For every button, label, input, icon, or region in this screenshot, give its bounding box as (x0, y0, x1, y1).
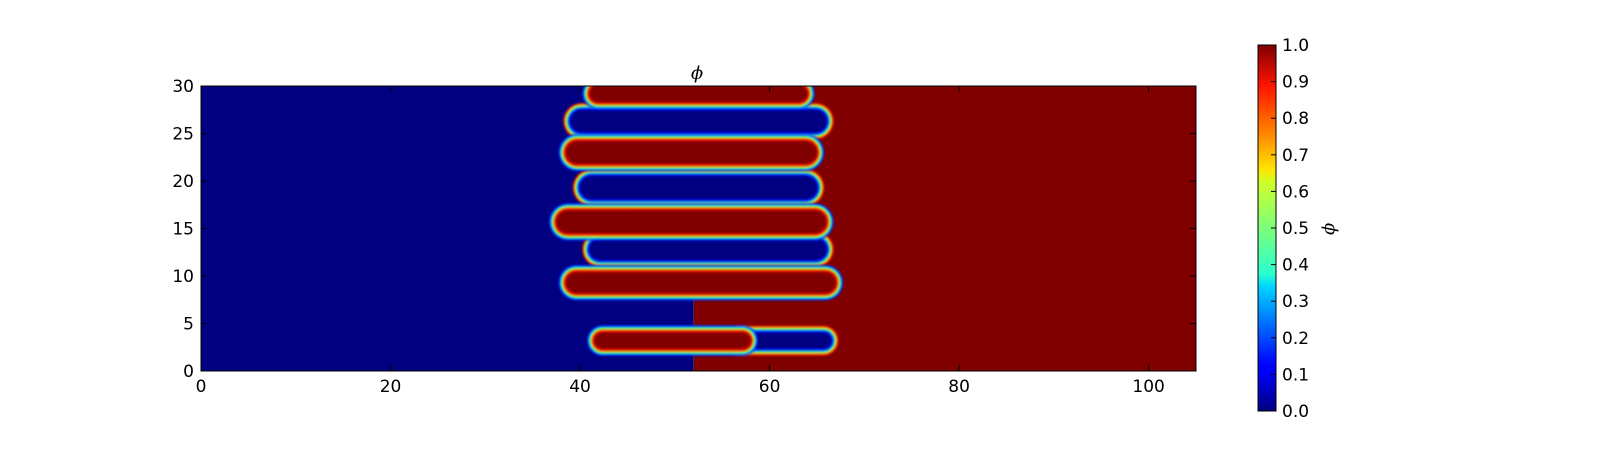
finger-phi-1-2 (549, 203, 834, 241)
y-tick-label: 5 (183, 315, 194, 335)
finger-phi-0-1 (573, 169, 824, 207)
y-tick-label: 20 (172, 172, 194, 192)
heatmap-field (201, 86, 1196, 371)
colorbar-tick-label: 0.2 (1282, 329, 1309, 349)
colorbar-tick-label: 1.0 (1282, 36, 1309, 56)
y-axis-ticks: 0 5 10 15 20 25 30 (172, 77, 1196, 382)
x-tick-label: 20 (380, 377, 402, 397)
colorbar-tick-label: 0.4 (1282, 256, 1309, 276)
y-tick-label: 0 (183, 362, 194, 382)
finger-phi-1-0 (582, 86, 815, 110)
x-tick-label: 40 (569, 377, 591, 397)
y-tick-label: 10 (172, 267, 194, 287)
colorbar-tick-label: 0.9 (1282, 73, 1309, 93)
colorbar-tick-label: 0.8 (1282, 109, 1309, 129)
colorbar-tick-label: 0.1 (1282, 365, 1309, 385)
finger-phi-1-4 (587, 325, 758, 356)
colorbar-ticks: 0.0 0.1 0.2 0.3 0.4 0.5 0.6 0.7 0.8 0.9 1.0 (1271, 36, 1309, 422)
heatmap-plot (200, 85, 1197, 372)
x-tick-label: 0 (196, 377, 207, 397)
finger-phi-1-3 (558, 265, 843, 301)
x-axis-ticks: 0 20 40 60 80 100 (196, 86, 1165, 397)
chart-title: ϕ (691, 63, 703, 84)
finger-phi-1-1 (558, 134, 824, 171)
colorbar-tick-label: 0.0 (1282, 402, 1309, 422)
x-tick-label: 80 (948, 377, 970, 397)
colorbar-label: ϕ (1320, 223, 1341, 235)
colorbar: 0.0 0.1 0.2 0.3 0.4 0.5 0.6 0.7 0.8 0.9 1.0 ϕ (1257, 36, 1341, 422)
x-tick-label: 100 (1132, 377, 1164, 397)
finger-phi-0-2 (582, 231, 834, 267)
y-tick-label: 30 (172, 77, 194, 97)
finger-phi-0-0 (563, 103, 834, 140)
colorbar-tick-label: 0.6 (1282, 182, 1309, 202)
x-tick-label: 60 (759, 377, 781, 397)
y-tick-label: 15 (172, 220, 194, 240)
colorbar-tick-label: 0.5 (1282, 219, 1309, 239)
y-tick-label: 25 (172, 125, 194, 145)
colorbar-tick-label: 0.7 (1282, 146, 1309, 166)
colorbar-tick-label: 0.3 (1282, 292, 1309, 312)
